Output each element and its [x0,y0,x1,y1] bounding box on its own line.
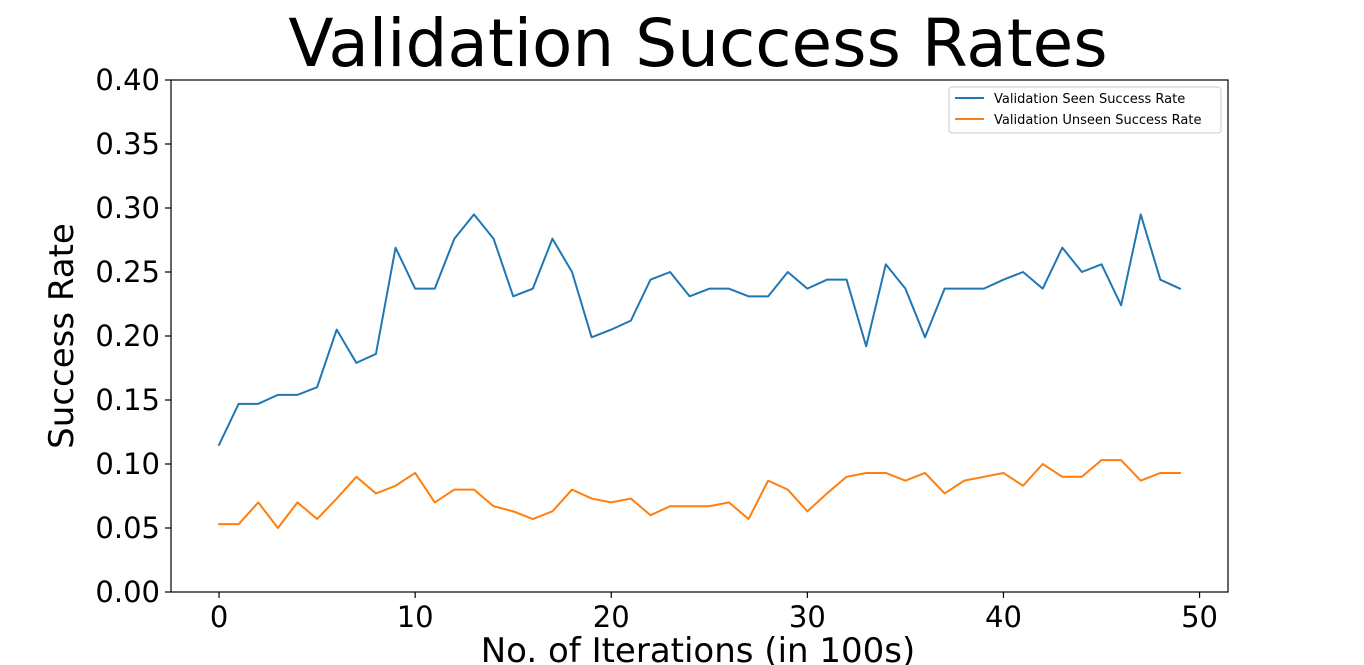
y-tick-label: 0.10 [95,447,160,481]
chart-title: Validation Success Rates [288,5,1107,82]
y-tick-label: 0.25 [95,255,160,289]
y-tick-label: 0.30 [95,191,160,225]
x-axis-label: No. of Iterations (in 100s) [481,631,916,665]
legend-box [948,86,1222,134]
series-line-unseen [218,459,1181,529]
y-tick-label: 0.35 [95,127,160,161]
x-tick-label: 0 [210,600,228,634]
legend-label: Validation Seen Success Rate [994,92,1185,107]
x-tick-label: 50 [1181,600,1218,634]
series-line-seen [217,213,1182,447]
x-tick-label: 10 [397,600,434,634]
x-tick-label: 20 [593,600,630,634]
y-axis-ticks: 0.00 0.05 0.10 0.15 0.20 0.25 0.30 0.35 0.40 [95,63,171,609]
y-axis-label: Success Rate [42,223,82,449]
x-axis-ticks: 0 10 20 30 40 50 [210,592,1218,634]
x-tick-label: 40 [985,600,1022,634]
series-lines [217,213,1182,529]
y-tick-label: 0.40 [95,63,160,97]
plot-area-frame [170,79,1229,593]
y-tick-label: 0.20 [95,319,160,353]
y-tick-label: 0.15 [95,383,160,417]
y-tick-label: 0.05 [95,511,160,545]
x-tick-label: 30 [789,600,826,634]
y-tick-label: 0.00 [95,575,160,609]
legend-label: Validation Unseen Success Rate [994,113,1202,128]
legend: Validation Seen Success Rate Validation U… [948,86,1222,134]
